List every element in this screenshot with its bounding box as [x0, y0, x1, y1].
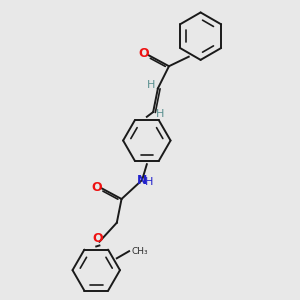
Text: O: O	[91, 182, 102, 194]
Text: O: O	[138, 47, 149, 60]
Text: H: H	[145, 177, 153, 187]
Text: H: H	[147, 80, 155, 90]
Text: O: O	[92, 232, 103, 245]
Text: CH₃: CH₃	[132, 247, 148, 256]
Text: H: H	[156, 109, 164, 118]
Text: N: N	[137, 173, 147, 187]
